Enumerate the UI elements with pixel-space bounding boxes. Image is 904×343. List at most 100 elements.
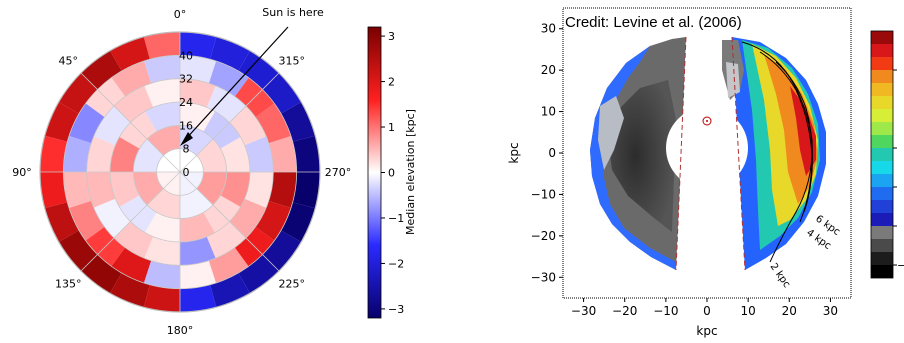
polar-cell-r1-s2 [133, 172, 164, 205]
angle-tick-1: 45° [59, 54, 79, 67]
map-content [590, 36, 826, 271]
radial-tick-0: 0 [183, 166, 190, 179]
map-colorbar-seg-12 [871, 187, 893, 200]
polar-cell-r4-s18 [208, 61, 249, 97]
polar-cell-r2-s5 [145, 212, 180, 242]
polar-cell-r3-s2 [93, 106, 131, 146]
cone-boundary-right [731, 36, 746, 271]
polar-cell-r1-s5 [196, 172, 227, 205]
map-xtick-3: 0 [703, 304, 711, 318]
polar-cell-r3-s8 [180, 236, 216, 266]
polar-cell-r4-s8 [111, 247, 152, 283]
sun-marker-dot [706, 120, 708, 122]
polar-cells [40, 32, 320, 312]
map-colorbar-seg-9 [871, 148, 893, 161]
map-credit: Credit: Levine et al. (2006) [565, 14, 742, 31]
map-ytick-2: 10 [541, 105, 556, 119]
polar-cell-r2-s3 [110, 172, 140, 207]
map-colorbar-seg-7 [871, 122, 893, 135]
map-colorbar-seg-8 [871, 135, 893, 148]
polar-cell-r4-s11 [208, 247, 249, 283]
polar-cell-r5-s14 [238, 254, 279, 294]
polar-cell-r5-s8 [58, 230, 98, 271]
polar-cell-r1-s1 [133, 139, 164, 172]
sun-arrow [183, 26, 289, 142]
polar-cell-r5-s3 [58, 73, 98, 114]
polar-cell-r5-s23 [180, 32, 217, 60]
map-dark-core [608, 80, 676, 232]
map-ylabel: kpc [507, 142, 521, 163]
polar-cell-r3-s3 [86, 136, 116, 172]
map-colorbar-seg-3 [871, 70, 893, 83]
polar-cell-r4-s19 [180, 55, 217, 84]
colorbar-tick-3: 0 [388, 167, 395, 180]
map-colorbar-seg-2 [871, 57, 893, 70]
levine-map: 6 kpc 4 kpc 2 kpc −30 −20 −10 0 10 20 30302010… [507, 7, 852, 338]
cone-boundary-left [675, 36, 687, 271]
polar-cell-r3-s7 [144, 236, 180, 266]
polar-grid-spoke-5 [179, 171, 280, 272]
map-colorbar-seg-16 [871, 239, 893, 252]
polar-cell-r3-s5 [93, 198, 131, 238]
map-colorbar-seg-11 [871, 174, 893, 187]
map-colorbar-tick-4: − [897, 259, 904, 272]
elevation-colorbar: 3 2 1 0 −1 −2 −3 Median elevation [kpc] [367, 26, 417, 319]
colorbar-tick-4: −1 [388, 212, 404, 225]
polar-cell-r5-s17 [292, 172, 320, 209]
polar-cell-r5-s15 [262, 230, 302, 271]
polar-cell-r3-s4 [86, 172, 116, 208]
map-red-core [790, 86, 816, 176]
radial-tick-1: 8 [183, 143, 190, 156]
polar-cell-r3-s9 [206, 221, 246, 259]
polar-cell-r4-s10 [180, 260, 217, 289]
polar-cell-r5-s21 [238, 50, 279, 90]
polar-cell-r3-s15 [180, 78, 216, 108]
sun-marker [702, 116, 712, 126]
polar-cell-r4-s4 [63, 135, 92, 172]
radial-tick-4: 32 [179, 73, 193, 86]
polar-cell-r5-s9 [81, 254, 122, 294]
polar-grid [39, 31, 321, 313]
polar-cell-r5-s20 [262, 73, 302, 114]
polar-cell-r2-s2 [110, 137, 140, 172]
map-xlabel: kpc [696, 324, 717, 338]
polar-cell-r3-s6 [114, 221, 154, 259]
map-xtick-0: −30 [571, 304, 596, 318]
polar-cell-r1-s3 [147, 188, 180, 219]
angle-tick-5: 225° [278, 278, 305, 291]
polar-cell-r2-s6 [180, 212, 215, 242]
polar-plot: Sun is here 0° 45° 90° 135° 180° 225° 270° 315°… [12, 6, 351, 337]
polar-cell-r5-s12 [180, 284, 217, 312]
map-colorbar-seg-0 [871, 31, 893, 44]
map-ytick-3: 0 [548, 146, 556, 160]
colorbar-ticks: 3 2 1 0 −1 −2 −3 [381, 30, 404, 316]
map-colorbar-seg-1 [871, 44, 893, 57]
polar-cell-r4-s0 [143, 55, 180, 84]
colorbar-gradient [367, 26, 382, 319]
map-colorbar: − [870, 30, 904, 279]
angle-tick-3: 135° [55, 278, 82, 291]
map-ytick-5: −20 [531, 229, 556, 243]
sun-annotation: Sun is here [262, 6, 324, 19]
map-central-hole [666, 107, 748, 189]
polar-cell-r5-s18 [292, 135, 320, 172]
map-xtick-4: 10 [741, 304, 756, 318]
polar-cell-r3-s1 [114, 85, 154, 123]
map-ytick-0: 30 [541, 22, 556, 36]
colorbar-tick-5: −2 [388, 257, 404, 270]
polar-cell-r4-s6 [69, 200, 105, 241]
radial-tick-labels: 0 8 16 24 32 40 [179, 49, 193, 179]
map-xtick-1: −20 [612, 304, 637, 318]
contour-4kpc [759, 51, 813, 223]
angle-tick-0: 0° [174, 8, 187, 21]
map-colorbar-seg-14 [871, 213, 893, 226]
polar-cell-r3-s12 [244, 136, 274, 172]
map-light-patch-right [726, 62, 740, 98]
polar-cell-r1-s0 [147, 125, 180, 156]
polar-grid-spoke-7 [179, 72, 280, 173]
polar-cell-r4-s9 [143, 260, 180, 289]
polar-grid-spoke-1 [80, 72, 181, 173]
map-colorbar-seg-13 [871, 200, 893, 213]
map-colorbar-seg-5 [871, 96, 893, 109]
